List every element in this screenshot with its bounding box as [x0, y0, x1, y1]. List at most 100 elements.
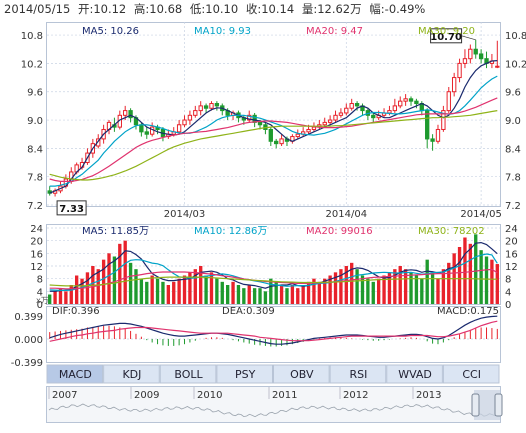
volume-bar	[134, 269, 138, 304]
tab-kdj[interactable]: KDJ	[103, 364, 160, 384]
x-tick-label: 2014/05	[460, 209, 502, 220]
min-price-label: 7.33	[59, 204, 84, 215]
candle-body	[414, 100, 419, 105]
candle-body	[123, 110, 128, 116]
candle-body	[149, 126, 155, 135]
volume-bar	[172, 281, 176, 304]
volume-bar	[74, 275, 79, 304]
tab-background[interactable]	[159, 364, 217, 384]
volume-bar	[258, 288, 262, 304]
macd-panel: 0.399 0.000 -0.399	[11, 312, 500, 369]
header-volume-label: 量:	[302, 2, 317, 16]
volume-bar	[479, 250, 483, 304]
tab-background[interactable]	[386, 364, 443, 384]
navigator-right-handle[interactable]	[494, 393, 503, 417]
volume-bar	[96, 269, 100, 304]
volume-bar	[350, 262, 354, 304]
candle-body	[392, 105, 398, 112]
candle-body	[322, 121, 327, 126]
candle-body	[338, 112, 344, 116]
volume-bar	[409, 272, 413, 304]
price-panel-frame	[46, 22, 501, 207]
price-y-tick-label-right: 8.4	[505, 144, 521, 155]
tab-obv[interactable]: OBV	[273, 364, 330, 384]
tab-label[interactable]: CCI	[462, 368, 481, 381]
volume-bar	[463, 237, 467, 304]
volume-bar	[199, 266, 203, 304]
candle-body	[214, 103, 220, 107]
tab-label[interactable]: RSI	[350, 368, 368, 381]
volume-bar	[182, 275, 187, 304]
volume-bar	[145, 281, 149, 304]
tab-label[interactable]: WVAD	[398, 368, 432, 381]
volume-bar	[139, 278, 144, 304]
tab-label[interactable]: PSY	[235, 368, 256, 381]
navigator-year-label: 2009	[134, 390, 159, 401]
candle-body	[128, 110, 133, 119]
price-ma-legend: MA5: 10.26 MA10: 9.93 MA20: 9.47 MA30: 9.20	[82, 26, 475, 37]
price-y-tick-label-right: 9.0	[505, 116, 521, 127]
macd-y-tick-label: 0.000	[14, 335, 43, 346]
volume-bar	[457, 247, 462, 304]
volume-y-tick-label-left: 20	[30, 237, 43, 248]
volume-bar	[58, 288, 63, 304]
navigator-history-line	[48, 403, 499, 418]
volume-bar	[387, 272, 392, 304]
tab-cci[interactable]: CCI	[442, 364, 500, 384]
volume-bar	[430, 272, 435, 304]
volume-bar	[48, 294, 52, 304]
volume-y-tick-label-left: 12	[30, 262, 43, 273]
volume-bar	[231, 281, 235, 304]
macd-y-tick-label: -0.399	[11, 358, 43, 369]
tab-wvad[interactable]: WVAD	[386, 364, 443, 384]
tab-background[interactable]	[46, 364, 104, 384]
price-y-tick-label-right: 9.6	[505, 88, 521, 99]
candle-body	[333, 114, 338, 121]
volume-bar	[279, 285, 284, 304]
volume-bar	[247, 285, 251, 304]
volume-bar	[371, 281, 375, 304]
volume-bar	[290, 285, 295, 304]
volume-bar	[118, 243, 122, 304]
price-y-tick-label-left: 7.8	[27, 173, 43, 184]
volume-legend-ma30: MA30: 78202	[418, 226, 485, 237]
volume-bar	[425, 259, 429, 304]
volume-ma-line-ma5	[49, 241, 498, 292]
volume-bar	[150, 275, 154, 304]
candle-body	[398, 100, 403, 107]
price-header: 2014/05/15 开:10.12 高:10.68 低:10.10 收:10.…	[4, 2, 425, 16]
candle-body	[247, 114, 252, 121]
candle-body	[354, 103, 360, 107]
candle-body	[96, 138, 101, 147]
candle-body	[435, 128, 441, 142]
tab-label[interactable]: BOLL	[174, 368, 203, 381]
max-price-pointer	[461, 35, 476, 41]
volume-bar	[436, 278, 440, 304]
tab-label[interactable]: OBV	[290, 368, 314, 381]
volume-bar	[393, 269, 397, 304]
volume-bar	[403, 269, 408, 304]
indicator-tab-bar: MACD KDJ BOLL PSY OBV RSI WVAD CCI	[46, 364, 500, 384]
volume-y-tick-label-right: 20	[505, 237, 518, 248]
tab-label[interactable]: KDJ	[122, 368, 141, 381]
tab-boll[interactable]: BOLL	[159, 364, 217, 384]
volume-unit-label: x万	[36, 296, 49, 305]
candle-body	[344, 107, 349, 114]
volume-y-tick-label-left: 0	[37, 300, 43, 311]
volume-bar	[328, 275, 332, 304]
tab-background[interactable]	[216, 364, 273, 384]
tab-macd[interactable]: MACD	[46, 364, 104, 384]
macd-line-dea	[49, 320, 498, 342]
tab-rsi[interactable]: RSI	[329, 364, 387, 384]
tab-psy[interactable]: PSY	[216, 364, 273, 384]
tab-background[interactable]	[329, 364, 387, 384]
volume-bar	[269, 278, 273, 304]
tab-background[interactable]	[442, 364, 500, 384]
tab-background[interactable]	[103, 364, 160, 384]
tab-background[interactable]	[273, 364, 330, 384]
volume-bar	[339, 269, 343, 304]
tab-label[interactable]: MACD	[59, 368, 92, 381]
navigator-left-handle[interactable]	[471, 393, 480, 417]
price-y-tick-label-left: 9.0	[27, 116, 43, 127]
volume-bar	[447, 262, 451, 304]
